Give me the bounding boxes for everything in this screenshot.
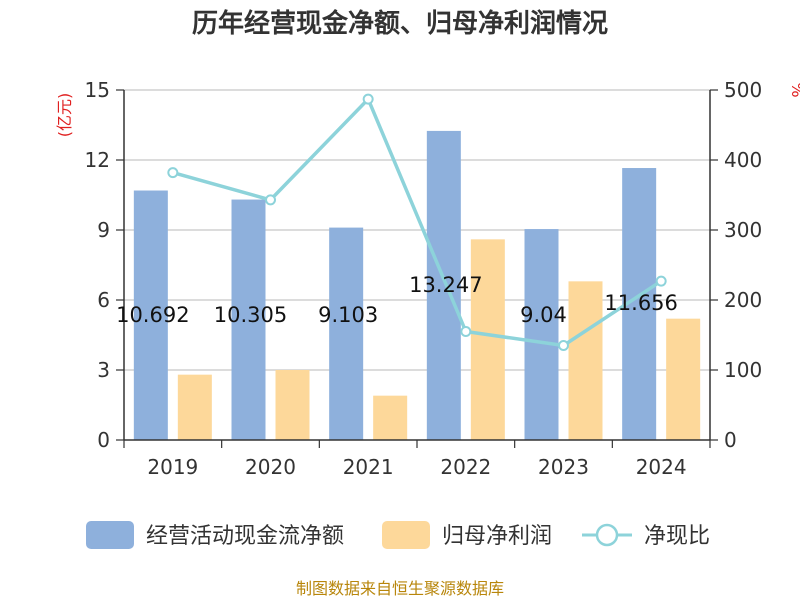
- ratio-point: [460, 326, 472, 337]
- ratio-point: [167, 167, 179, 179]
- right-tick-label: 200: [724, 288, 762, 312]
- left-tick-label: 9: [97, 218, 110, 242]
- ratio-point: [558, 340, 569, 351]
- bar-profit: [373, 395, 408, 440]
- legend: 经营活动现金流净额 归母净利润 净现比: [86, 521, 710, 549]
- source-note: 制图数据来自恒生聚源数据库: [296, 579, 504, 598]
- bar-cashflow: [133, 190, 168, 440]
- data-label-cashflow: 13.247: [409, 273, 482, 297]
- left-tick-label: 6: [97, 288, 110, 312]
- axes: 0 3 6 9 12 15 0 100 200 300 400 500 2019 2020 2021 2022…: [85, 78, 763, 479]
- legend-swatch-cashflow: [86, 521, 134, 549]
- ratio-point: [362, 93, 374, 105]
- bar-profit: [275, 370, 310, 440]
- x-tick-label: 2023: [538, 455, 589, 479]
- right-tick-label: 300: [724, 218, 762, 242]
- bar-cashflow: [524, 229, 559, 440]
- legend-label-cashflow: 经营活动现金流净额: [146, 524, 344, 549]
- data-label-cashflow: 10.305: [214, 303, 287, 327]
- right-tick-label: 100: [724, 358, 762, 382]
- data-label-cashflow: 10.692: [116, 303, 189, 327]
- bar-profit: [470, 239, 505, 440]
- right-axis-unit: %: [788, 82, 800, 97]
- x-tick-label: 2020: [245, 455, 296, 479]
- legend-marker-ratio: [595, 523, 619, 547]
- bar-profit: [666, 318, 701, 440]
- left-tick-label: 0: [97, 428, 110, 452]
- right-tick-label: 500: [724, 78, 762, 102]
- chart-title: 历年经营现金净额、归母净利润情况: [192, 8, 608, 39]
- bar-profit: [177, 374, 212, 440]
- gridlines: [124, 89, 710, 371]
- right-tick-label: 400: [724, 148, 762, 172]
- bar-cashflow: [426, 130, 461, 441]
- x-tick-label: 2019: [147, 455, 198, 479]
- bar-profit: [568, 281, 603, 440]
- x-tick-label: 2022: [440, 455, 491, 479]
- left-tick-label: 12: [85, 148, 110, 172]
- bars-layer: [133, 130, 701, 441]
- data-label-cashflow: 9.04: [520, 303, 567, 327]
- bar-cashflow: [329, 227, 364, 440]
- legend-label-ratio: 净现比: [644, 524, 710, 549]
- right-tick-label: 0: [724, 428, 737, 452]
- ratio-point: [655, 275, 667, 287]
- data-labels: 10.692 10.305 9.103 13.247 9.04 11.656: [116, 273, 678, 327]
- ratio-point: [265, 194, 276, 206]
- left-tick-label: 15: [85, 78, 110, 102]
- x-tick-label: 2021: [343, 455, 394, 479]
- legend-label-profit: 归母净利润: [442, 524, 552, 549]
- bar-cashflow: [231, 199, 266, 440]
- ratio-line-layer: [167, 93, 667, 351]
- left-axis-unit: (亿元): [55, 93, 74, 138]
- ratio-line: [172, 97, 663, 348]
- data-label-cashflow: 9.103: [318, 303, 378, 327]
- left-tick-label: 3: [97, 358, 110, 382]
- x-tick-label: 2024: [636, 455, 687, 479]
- legend-swatch-profit: [382, 521, 430, 549]
- data-label-cashflow: 11.656: [604, 291, 677, 315]
